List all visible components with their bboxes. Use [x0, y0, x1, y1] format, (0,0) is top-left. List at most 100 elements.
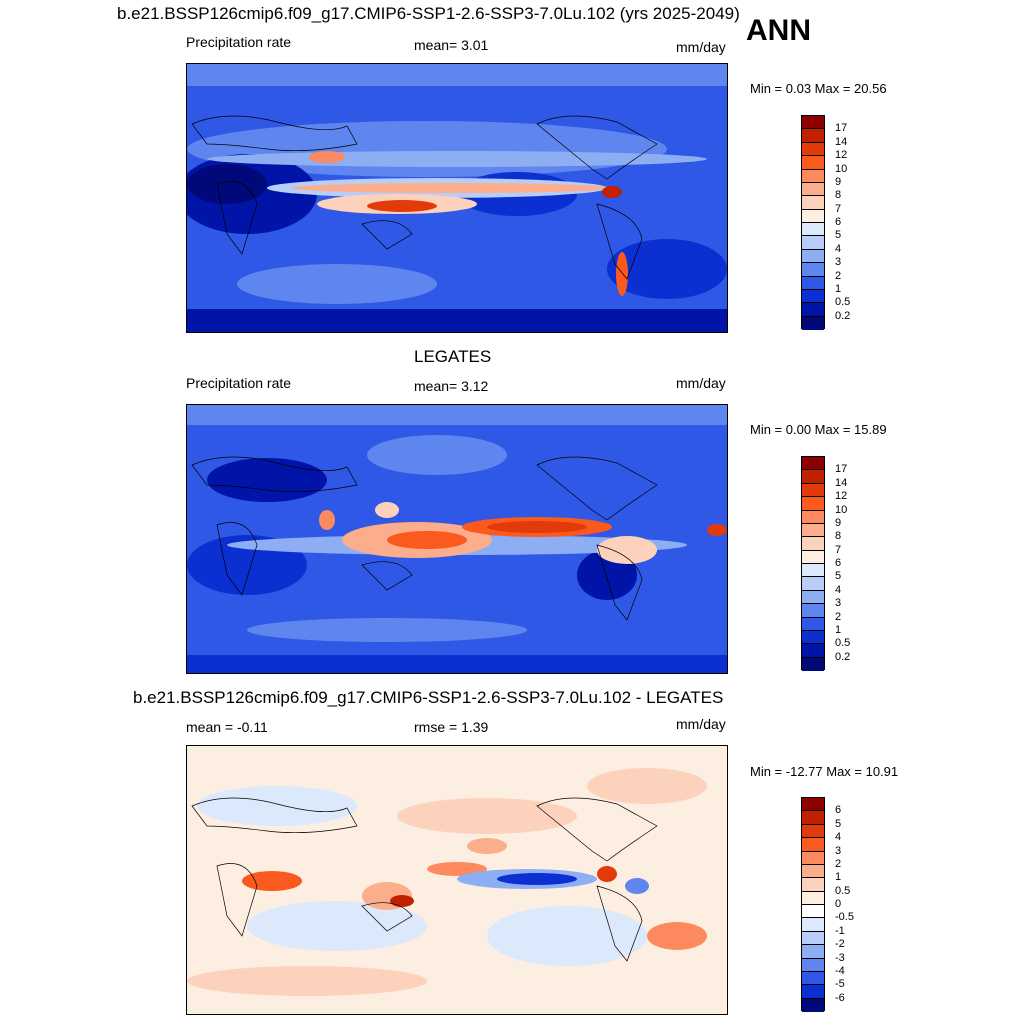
- panel2-colorbar-tick-label: 1: [835, 623, 842, 636]
- panel1-colorbar-swatch: [802, 142, 824, 157]
- panel3-colorbar-swatch: [802, 985, 824, 999]
- panel3-colorbar-tick-label: 3: [835, 844, 842, 857]
- panel1-colorbar-tick-label: 7: [835, 202, 842, 215]
- panel1-colorbar-tick-label: 10: [835, 162, 848, 175]
- panel2-colorbar-swatch: [802, 483, 824, 498]
- panel1-map: [186, 63, 728, 333]
- panel1-colorbar-swatch: [802, 196, 824, 210]
- panel2-colorbar-tick-label: 14: [835, 476, 848, 489]
- panel3-mean-label: mean = -0.11: [186, 719, 268, 735]
- panel2-colorbar: [801, 456, 825, 671]
- panel1-colorbar-tick-label: 14: [835, 135, 848, 148]
- panel3-colorbar-tick-label: -2: [835, 938, 845, 951]
- panel1-colorbar-swatch: [802, 276, 824, 290]
- panel2-colorbar-tick-label: 12: [835, 490, 848, 503]
- panel2-colorbar-swatch: [802, 523, 824, 538]
- panel1-colorbar-swatch: [802, 289, 824, 304]
- panel2-colorbar-swatch: [802, 497, 824, 511]
- panel3-units-label: mm/day: [676, 716, 726, 732]
- panel2-colorbar-swatch: [802, 630, 824, 645]
- panel2-colorbar-swatch: [802, 617, 824, 631]
- panel3-colorbar-tick-label: 0: [835, 898, 842, 910]
- panel1-colorbar-tick-label: 1: [835, 282, 842, 295]
- panel1-units-label: mm/day: [676, 39, 726, 55]
- panel2-title: LEGATES: [414, 347, 492, 366]
- panel2-colorbar-tick-label: 8: [835, 530, 842, 543]
- panel3-colorbar-tick-label: 1: [835, 871, 842, 884]
- panel3-map: [186, 745, 728, 1015]
- panel2-colorbar-swatch: [802, 457, 824, 471]
- panel1-colorbar-swatch: [802, 209, 824, 223]
- panel3-colorbar-tick-label: 2: [835, 857, 842, 870]
- panel1-colorbar-tick-label: 8: [835, 189, 842, 202]
- panel2-colorbar-tick-label: 2: [835, 610, 842, 623]
- panel3-colorbar-swatch: [802, 851, 824, 865]
- panel1-colorbar-swatch: [802, 263, 824, 277]
- panel2-minmax: Min = 0.00 Max = 15.89: [750, 422, 887, 437]
- panel2-colorbar-tick-label: 0.2: [835, 650, 851, 663]
- panel1-colorbar-swatch: [802, 156, 824, 170]
- top-title: b.e21.BSSP126cmip6.f09_g17.CMIP6-SSP1-2.…: [117, 4, 740, 23]
- panel1-colorbar-swatch: [802, 169, 824, 183]
- panel1-variable-label: Precipitation rate: [186, 34, 292, 50]
- panel3-colorbar-tick-label: -3: [835, 951, 845, 964]
- panel3-colorbar-swatch: [802, 971, 824, 986]
- panel3-colorbar-tick-label: 5: [835, 817, 842, 830]
- panel2-colorbar-swatch: [802, 470, 824, 484]
- panel2-colorbar-swatch: [802, 564, 824, 578]
- panel3-rmse-label: rmse = 1.39: [414, 719, 489, 735]
- panel2-colorbar-tick-label: 5: [835, 570, 842, 583]
- panel3-title: b.e21.BSSP126cmip6.f09_g17.CMIP6-SSP1-2.…: [133, 688, 724, 707]
- panel3-colorbar-tick-label: 0.5: [835, 884, 851, 897]
- panel3-colorbar-swatch: [802, 824, 824, 839]
- panel3-colorbar-swatch: [802, 838, 824, 852]
- panel3-colorbar-tick-label: 6: [835, 804, 842, 817]
- panel3-colorbar-swatch: [802, 905, 824, 919]
- panel2-colorbar-swatch: [802, 644, 824, 658]
- panel2-colorbar-swatch: [802, 550, 824, 564]
- panel1-colorbar-tick-label: 4: [835, 242, 842, 255]
- panel3-colorbar-swatch: [802, 891, 824, 905]
- panel1-colorbar-swatch: [802, 129, 824, 143]
- panel3-colorbar-swatch: [802, 811, 824, 825]
- panel2-colorbar-tick-label: 4: [835, 583, 842, 596]
- panel3-colorbar-swatch: [802, 931, 824, 946]
- panel3-colorbar-tick-label: -0.5: [835, 911, 854, 924]
- panel2-colorbar-tick-label: 3: [835, 597, 842, 610]
- panel1-colorbar-tick-label: 17: [835, 122, 848, 135]
- panel3-colorbar-swatch: [802, 998, 824, 1012]
- panel2-colorbar-tick-label: 9: [835, 516, 842, 529]
- panel2-colorbar-swatch: [802, 604, 824, 618]
- panel1-minmax: Min = 0.03 Max = 20.56: [750, 81, 887, 96]
- panel3-colorbar-swatch: [802, 798, 824, 812]
- panel1-colorbar-tick-label: 12: [835, 149, 848, 162]
- panel3-colorbar-swatch: [802, 958, 824, 972]
- panel3-colorbar-swatch: [802, 878, 824, 892]
- panel2-colorbar-swatch: [802, 510, 824, 524]
- panel2-colorbar-swatch: [802, 590, 824, 605]
- panel1-colorbar-swatch: [802, 116, 824, 130]
- panel1-colorbar-tick-label: 2: [835, 269, 842, 282]
- panel1-colorbar-tick-label: 9: [835, 175, 842, 188]
- panel2-colorbar-swatch: [802, 537, 824, 551]
- panel1-colorbar-swatch: [802, 223, 824, 237]
- panel3-colorbar-tick-label: -5: [835, 978, 845, 991]
- panel2-colorbar-swatch: [802, 577, 824, 591]
- panel3-colorbar-tick-label: -4: [835, 964, 845, 977]
- panel3-minmax: Min = -12.77 Max = 10.91: [750, 764, 899, 779]
- panel2-colorbar-swatch: [802, 657, 824, 671]
- panel1-colorbar-tick-label: 0.2: [835, 309, 851, 322]
- panel1-colorbar-tick-label: 0.5: [835, 296, 851, 309]
- panel2-colorbar-tick-label: 0.5: [835, 637, 851, 650]
- panel1-colorbar-tick-label: 6: [835, 216, 842, 228]
- panel1-colorbar-swatch: [802, 236, 824, 250]
- panel2-mean-label: mean= 3.12: [414, 378, 489, 394]
- panel2-colorbar-tick-label: 17: [835, 463, 848, 476]
- panel1-colorbar-tick-label: 5: [835, 229, 842, 242]
- panel2-colorbar-tick-label: 7: [835, 543, 842, 556]
- panel1-colorbar-swatch: [802, 249, 824, 264]
- panel1-colorbar-swatch: [802, 303, 824, 317]
- panel1-colorbar-swatch: [802, 316, 824, 330]
- panel1-colorbar-tick-label: 3: [835, 256, 842, 269]
- panel2-map: [186, 404, 728, 674]
